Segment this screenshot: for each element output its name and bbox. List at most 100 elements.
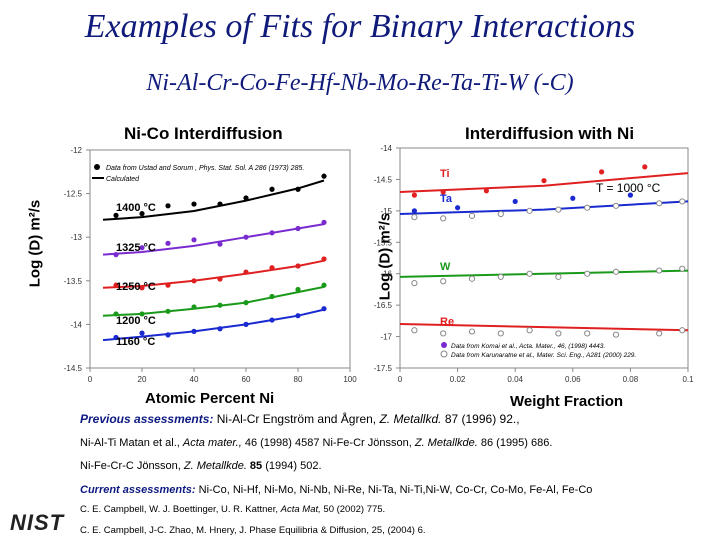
source2-text: Data from Karunaratne et al., Mater. Sci… bbox=[451, 352, 636, 359]
x-tick-label: 0.1 bbox=[682, 375, 694, 384]
left-x-axis-label: Atomic Percent Ni bbox=[145, 390, 275, 407]
citation-line-2: Ni-Al-Ti Matan et al., Acta mater., 46 (… bbox=[80, 437, 553, 449]
source2-marker bbox=[440, 350, 448, 358]
data-point-filled bbox=[512, 198, 518, 205]
data-point-open bbox=[497, 273, 504, 280]
nist-logo: NIST bbox=[10, 510, 65, 535]
data-point bbox=[243, 234, 249, 240]
citation-line-4: Current assessments: Ni-Co, Ni-Hf, Ni-Mo… bbox=[80, 484, 593, 496]
citation-line-1: Previous assessments: Ni-Al-Cr Engström … bbox=[80, 412, 520, 426]
series-label: Re bbox=[440, 316, 454, 328]
data-point-filled bbox=[570, 195, 576, 201]
citation-line-6: C. E. Campbell, J-C. Zhao, M. Hnery, J. … bbox=[80, 525, 426, 536]
data-point bbox=[269, 230, 275, 236]
y-tick-label: -14 bbox=[380, 144, 392, 153]
data-point-open bbox=[526, 207, 533, 214]
y-tick-label: -17 bbox=[380, 333, 392, 342]
data-point bbox=[191, 328, 197, 334]
data-point bbox=[295, 313, 301, 319]
data-point bbox=[165, 332, 171, 338]
data-point bbox=[113, 311, 119, 317]
data-point bbox=[217, 276, 223, 282]
data-point-open bbox=[468, 212, 476, 219]
data-point bbox=[243, 269, 249, 275]
data-point bbox=[113, 334, 119, 341]
data-point bbox=[295, 263, 301, 269]
data-point bbox=[139, 211, 145, 217]
series-label: Ti bbox=[440, 168, 450, 180]
series-label: 1250 °C bbox=[116, 281, 156, 293]
slide-title: Examples of Fits for Binary Interactions bbox=[84, 8, 636, 45]
data-point bbox=[269, 186, 275, 192]
data-point bbox=[321, 306, 327, 312]
fit-line bbox=[399, 172, 689, 193]
legend-calc-text: Calculated bbox=[106, 176, 140, 183]
y-tick-label: -13.5 bbox=[64, 277, 83, 286]
data-point bbox=[243, 300, 249, 306]
data-point bbox=[165, 282, 171, 288]
legend-data-text: Data from Ustad and Sorum , Phys. Stat. … bbox=[106, 165, 304, 172]
y-tick-label: -16 bbox=[380, 270, 392, 279]
left-chart: -12 -12.5 -13 -13.5 -14 -14.5 0 20 40 60 80 100 1400… bbox=[64, 146, 357, 384]
data-point bbox=[269, 317, 275, 323]
data-point bbox=[165, 203, 171, 209]
y-tick-label: -16.5 bbox=[374, 301, 393, 310]
data-point bbox=[295, 286, 301, 293]
data-point-open bbox=[612, 331, 620, 338]
data-point-filled bbox=[541, 178, 547, 184]
plot-frame bbox=[399, 147, 689, 369]
data-point-open bbox=[584, 270, 591, 277]
data-point bbox=[113, 252, 119, 258]
data-point bbox=[113, 282, 119, 288]
data-point-filled bbox=[411, 192, 417, 198]
fit-line bbox=[102, 223, 325, 256]
data-point-filled bbox=[627, 192, 634, 198]
x-tick-label: 0.04 bbox=[507, 375, 523, 384]
x-tick-label: 0.02 bbox=[450, 375, 466, 384]
series-label: 1200 °C bbox=[116, 315, 156, 327]
data-point bbox=[165, 240, 171, 246]
data-point-open bbox=[411, 327, 418, 334]
data-point-open bbox=[440, 278, 447, 285]
data-point-open bbox=[656, 330, 663, 337]
data-point-open bbox=[440, 215, 447, 222]
y-tick-label: -12.5 bbox=[64, 190, 83, 199]
citation-line-3: Ni-Fe-Cr-C Jönsson, Z. Metallkde. 85 (19… bbox=[80, 460, 322, 472]
series-label: 1160 °C bbox=[116, 336, 155, 348]
data-point bbox=[269, 293, 275, 300]
data-point-open bbox=[584, 330, 591, 337]
x-tick-label: 20 bbox=[138, 375, 147, 384]
data-point bbox=[269, 265, 275, 271]
right-chart-title: Interdiffusion with Ni bbox=[465, 124, 635, 143]
fit-line bbox=[399, 269, 689, 278]
right-x-axis-label: Weight Fraction bbox=[510, 393, 624, 410]
data-point-open bbox=[612, 202, 620, 209]
data-point-open bbox=[526, 327, 533, 334]
y-tick-label: -13 bbox=[70, 233, 82, 242]
slide-subtitle: Ni-Al-Cr-Co-Fe-Hf-Nb-Mo-Re-Ta-Ti-W (-C) bbox=[146, 70, 574, 96]
data-point bbox=[139, 330, 145, 336]
data-point-open bbox=[555, 206, 562, 213]
data-point bbox=[243, 195, 249, 201]
previous-assessments-label: Previous assessments: bbox=[80, 412, 214, 426]
data-point-open bbox=[497, 210, 504, 218]
data-point-open bbox=[656, 200, 663, 207]
y-tick-label: -12 bbox=[70, 146, 82, 155]
data-point bbox=[217, 201, 223, 207]
data-point-filled bbox=[411, 208, 417, 214]
y-tick-label: -14.5 bbox=[374, 175, 393, 184]
data-point-filled bbox=[483, 188, 489, 194]
data-point bbox=[139, 311, 145, 317]
y-tick-label: -14 bbox=[70, 320, 82, 329]
left-chart-title: Ni-Co Interdiffusion bbox=[124, 124, 283, 143]
y-tick-label: -15.5 bbox=[374, 238, 393, 247]
data-point bbox=[113, 212, 119, 218]
x-tick-label: 100 bbox=[343, 375, 357, 384]
y-tick-label: -14.5 bbox=[64, 364, 83, 373]
data-point bbox=[295, 186, 301, 192]
fit-line bbox=[399, 200, 689, 215]
data-point bbox=[191, 304, 197, 310]
data-point-filled bbox=[455, 205, 461, 211]
data-point-open bbox=[584, 204, 591, 211]
data-point bbox=[243, 321, 249, 327]
